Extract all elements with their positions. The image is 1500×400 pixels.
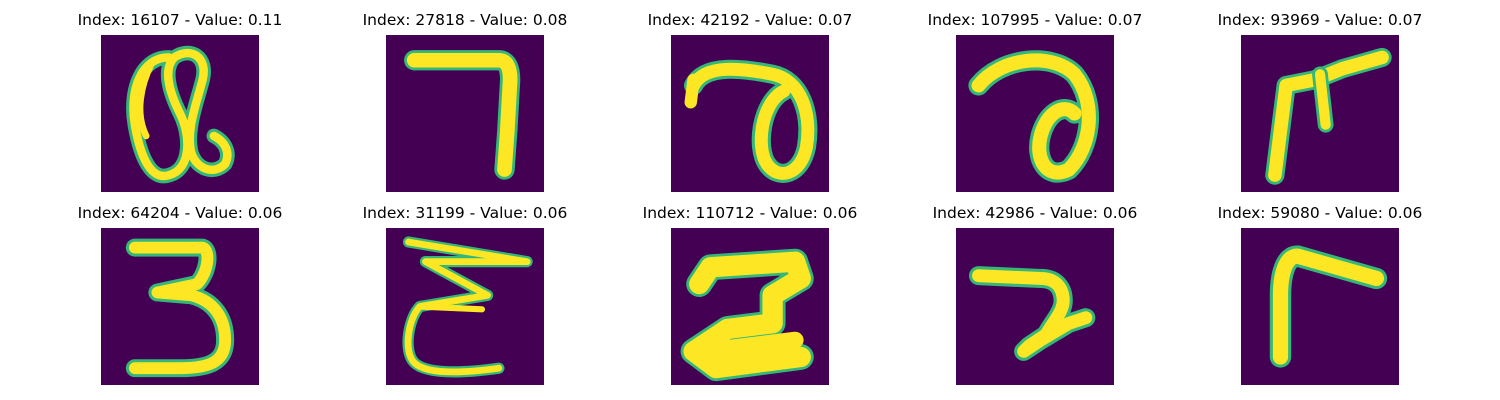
panel-title: Index: 93969 - Value: 0.07 [1210,11,1430,29]
handwritten-glyph-image [386,228,544,385]
panel-title: Index: 16107 - Value: 0.11 [70,11,290,29]
panel-title: Index: 59080 - Value: 0.06 [1210,204,1430,222]
panel-title: Index: 27818 - Value: 0.08 [355,11,575,29]
panel-title: Index: 42986 - Value: 0.06 [925,204,1145,222]
handwritten-glyph-image [1241,35,1399,192]
panel-title: Index: 31199 - Value: 0.06 [355,204,575,222]
panel-title: Index: 42192 - Value: 0.07 [640,11,860,29]
handwritten-glyph-image [956,228,1114,385]
panel-title: Index: 110712 - Value: 0.06 [640,204,860,222]
handwritten-glyph-image [101,35,259,192]
panel-title: Index: 107995 - Value: 0.07 [925,11,1145,29]
handwritten-glyph-image [671,35,829,192]
handwritten-glyph-image [386,35,544,192]
handwritten-glyph-image [671,228,829,385]
handwritten-glyph-image [1241,228,1399,385]
handwritten-glyph-image [101,228,259,385]
handwritten-glyph-image [956,35,1114,192]
panel-title: Index: 64204 - Value: 0.06 [70,204,290,222]
